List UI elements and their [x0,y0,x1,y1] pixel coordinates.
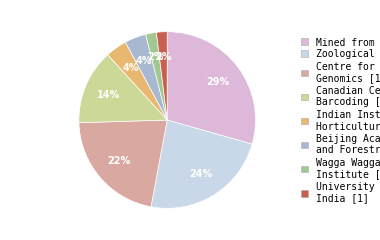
Text: 22%: 22% [107,156,131,166]
Text: 4%: 4% [136,56,152,66]
Wedge shape [108,42,167,120]
Wedge shape [125,34,167,120]
Text: 2%: 2% [155,52,171,61]
Text: 14%: 14% [97,90,120,100]
Text: 29%: 29% [206,77,230,87]
Text: 2%: 2% [147,53,164,62]
Wedge shape [79,55,167,123]
Legend: Mined from GenBank, NCBI [15], Zoological Survey of India [12], Centre for Biodi: Mined from GenBank, NCBI [15], Zoologica… [300,36,380,204]
Text: 4%: 4% [122,63,139,73]
Text: 24%: 24% [189,169,212,179]
Wedge shape [79,120,167,207]
Wedge shape [151,120,252,208]
Wedge shape [146,32,167,120]
Wedge shape [167,32,255,144]
Wedge shape [156,32,167,120]
